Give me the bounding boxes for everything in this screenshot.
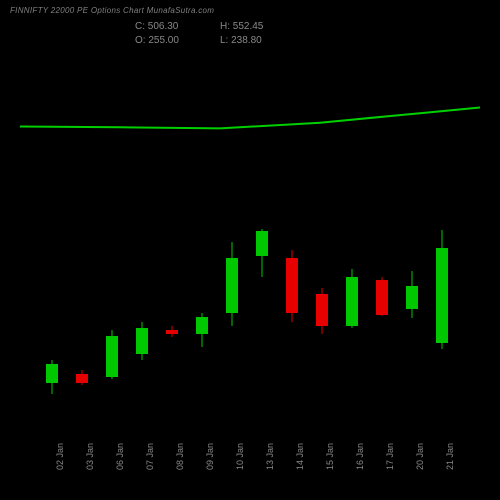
candle-body [136,328,148,355]
candle [286,60,298,440]
candle [436,60,448,440]
candle-body [256,231,268,256]
x-axis-label: 20 Jan [415,443,425,483]
chart-title: FINNIFTY 22000 PE Options Chart MunafaSu… [10,6,214,15]
low-value: 238.80 [231,35,262,46]
x-axis-label: 10 Jan [235,443,245,483]
x-axis-label: 14 Jan [295,443,305,483]
candle [106,60,118,440]
candle [76,60,88,440]
candle [166,60,178,440]
chart-area [20,60,480,440]
open-label: O: [135,35,146,46]
high-cell: H: 552.45 [220,20,305,34]
low-label: L: [220,35,228,46]
close-value: 506.30 [148,21,179,32]
candle [196,60,208,440]
open-value: 255.00 [148,35,179,46]
x-axis-label: 08 Jan [175,443,185,483]
candle [46,60,58,440]
x-axis-label: 06 Jan [115,443,125,483]
candle-body [76,374,88,384]
candle [376,60,388,440]
candle-body [166,330,178,334]
candle-body [346,277,358,326]
x-axis-label: 16 Jan [355,443,365,483]
x-axis-label: 21 Jan [445,443,455,483]
candle-body [406,286,418,309]
x-axis-label: 02 Jan [55,443,65,483]
candle-body [436,248,448,343]
close-cell: C: 506.30 [135,20,220,34]
low-cell: L: 238.80 [220,34,305,48]
x-axis-label: 17 Jan [385,443,395,483]
ohlc-panel: C: 506.30 H: 552.45 O: 255.00 L: 238.80 [135,20,305,48]
x-axis-label: 15 Jan [325,443,335,483]
candle [226,60,238,440]
high-value: 552.45 [233,21,264,32]
candle-body [226,258,238,313]
x-axis-label: 07 Jan [145,443,155,483]
close-label: C: [135,21,145,32]
x-axis-label: 13 Jan [265,443,275,483]
x-axis: 02 Jan 03 Jan 06 Jan 07 Jan 08 Jan 09 Jan 10 J… [28,445,468,495]
candle-body [106,336,118,378]
candle-body [46,364,58,383]
candle [406,60,418,440]
high-label: H: [220,21,230,32]
candle-body [196,317,208,334]
x-axis-label: 03 Jan [85,443,95,483]
candle [256,60,268,440]
candle [316,60,328,440]
open-cell: O: 255.00 [135,34,220,48]
candles-container [28,60,468,440]
x-axis-label: 09 Jan [205,443,215,483]
candle-body [376,280,388,314]
candle-body [316,294,328,326]
candle [346,60,358,440]
candle-body [286,258,298,313]
candle [136,60,148,440]
